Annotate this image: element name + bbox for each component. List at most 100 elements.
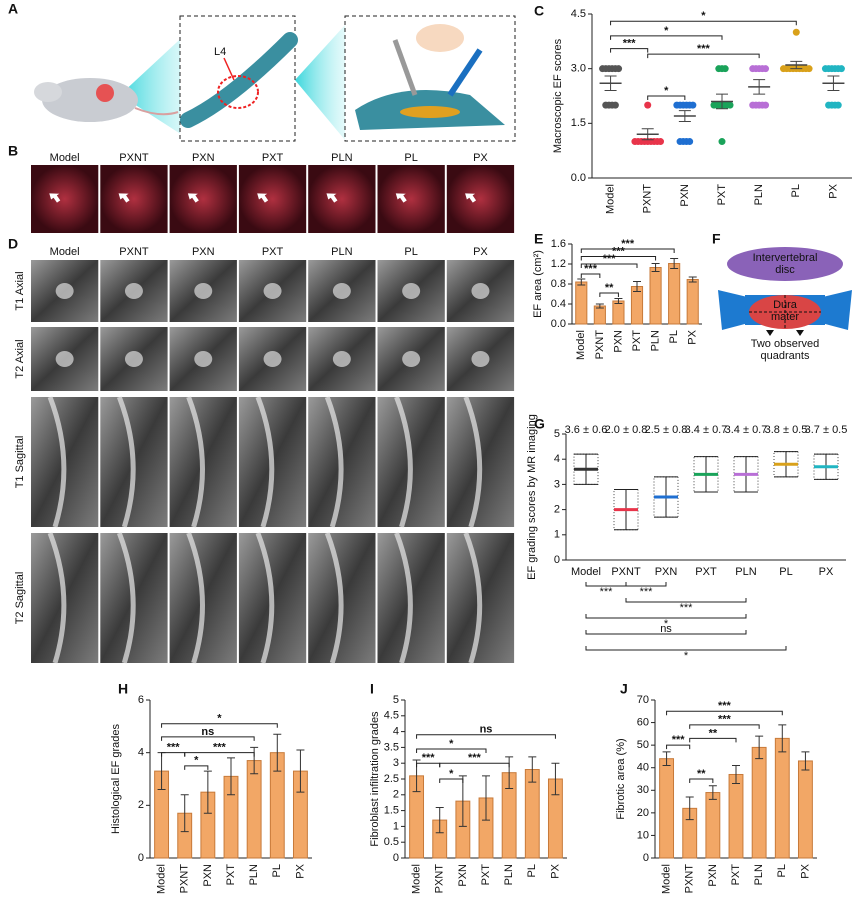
point	[689, 101, 697, 109]
panel-label: F	[712, 231, 721, 247]
x-tick-label: PXT	[716, 184, 728, 206]
y-tick-label: 3	[554, 478, 560, 490]
arrow	[395, 193, 407, 203]
group-label: PLN	[331, 152, 352, 164]
error-bar	[505, 756, 514, 789]
mri-spine	[332, 283, 351, 299]
y-tick-label: 3	[393, 757, 399, 769]
bracket	[439, 762, 510, 768]
bar	[705, 792, 721, 859]
group-label: PXT	[262, 152, 284, 164]
y-tick-label: 50	[637, 739, 649, 751]
x-tick-label: PLN	[753, 184, 765, 205]
y-tick-label: 0.5	[384, 836, 399, 848]
y-tick-label: 1.6	[551, 238, 566, 250]
error-bar	[688, 276, 697, 283]
y-tick-label: 2.5	[384, 773, 399, 785]
point	[615, 65, 623, 73]
mri-spine	[194, 351, 213, 367]
significance: *	[449, 768, 454, 780]
bracket	[625, 598, 747, 603]
group-label: PXT	[262, 246, 284, 258]
bar	[649, 267, 662, 325]
x-tick-label: PXNT	[611, 566, 641, 578]
error-bar	[678, 110, 691, 123]
x-tick-label: PL	[526, 864, 538, 877]
diagram-label: Two observed	[751, 338, 819, 350]
group-label: PXNT	[119, 246, 149, 258]
mouse-head	[34, 82, 62, 102]
error-bar	[732, 764, 740, 785]
value-label: 3.8 ± 0.5	[765, 424, 808, 436]
mri-spine	[255, 532, 275, 664]
panel-label: C	[534, 3, 544, 19]
y-tick-label: 40	[637, 762, 649, 774]
y-tick-label: 0.0	[571, 172, 586, 184]
y-tick-label: 0	[138, 852, 144, 864]
y-tick-label: 1	[393, 820, 399, 832]
x-tick-label: PXN	[655, 566, 678, 578]
value-label: 3.6 ± 0.6	[565, 424, 608, 436]
significance: ***	[612, 245, 626, 257]
y-tick-label: 20	[637, 807, 649, 819]
significance: ***	[603, 253, 617, 265]
x-tick-label: PXN	[679, 184, 691, 207]
error-bar	[614, 298, 623, 304]
point	[611, 101, 619, 109]
error-bar	[708, 785, 717, 800]
significance: ***	[623, 38, 637, 50]
error-bar	[577, 278, 586, 286]
x-tick-label: PL	[790, 184, 802, 197]
mri-spine	[124, 351, 143, 367]
y-axis-label: EF area (cm²)	[532, 250, 544, 318]
bracket	[580, 273, 601, 278]
y-axis-label: Macroscopic EF scores	[552, 38, 564, 153]
significance: ***	[422, 752, 436, 764]
bracket	[439, 778, 464, 783]
x-tick-label: Model	[410, 864, 422, 894]
bar	[593, 305, 606, 325]
significance: ***	[672, 734, 686, 746]
x-tick-label: PXNT	[434, 864, 446, 894]
mri-spine	[116, 396, 136, 528]
x-tick-label: PX	[819, 566, 834, 578]
gel	[416, 24, 464, 52]
arrow	[766, 330, 804, 336]
panel-label: H	[118, 681, 128, 697]
y-tick-label: 6	[138, 694, 144, 706]
significance: ns	[201, 726, 214, 738]
y-tick-label: 2	[393, 789, 399, 801]
x-tick-label: PX	[549, 863, 561, 878]
point	[837, 65, 845, 73]
mri-spine	[55, 351, 74, 367]
x-tick-label: PXN	[202, 864, 214, 887]
x-tick-label: PXNT	[684, 864, 696, 894]
significance: *	[664, 25, 669, 37]
y-tick-label: 1.5	[384, 805, 399, 817]
bracket	[585, 630, 747, 635]
y-tick-label: 1.5	[571, 117, 586, 129]
disc	[727, 247, 843, 281]
error-bar	[633, 281, 641, 292]
significance: ***	[213, 742, 227, 754]
significance: *	[664, 618, 669, 630]
panel-label: G	[534, 416, 545, 432]
mri-spine	[116, 532, 136, 664]
panel-label: E	[534, 231, 543, 247]
x-tick-label: PXNT	[642, 184, 654, 214]
significance: *	[684, 650, 689, 662]
y-tick-label: 3.0	[571, 63, 586, 75]
bracket	[580, 248, 675, 253]
x-tick-label: PX	[687, 329, 699, 344]
error-bar	[296, 749, 305, 793]
point	[834, 101, 842, 109]
bar	[668, 263, 681, 325]
bracket	[666, 744, 691, 750]
x-tick-label: PXN	[612, 330, 624, 353]
significance: ***	[640, 586, 654, 598]
x-tick-label: PLN	[753, 864, 765, 885]
bracket	[689, 737, 737, 743]
photo	[446, 165, 515, 233]
diagram-label: Dura	[773, 299, 798, 311]
bracket	[689, 724, 760, 729]
